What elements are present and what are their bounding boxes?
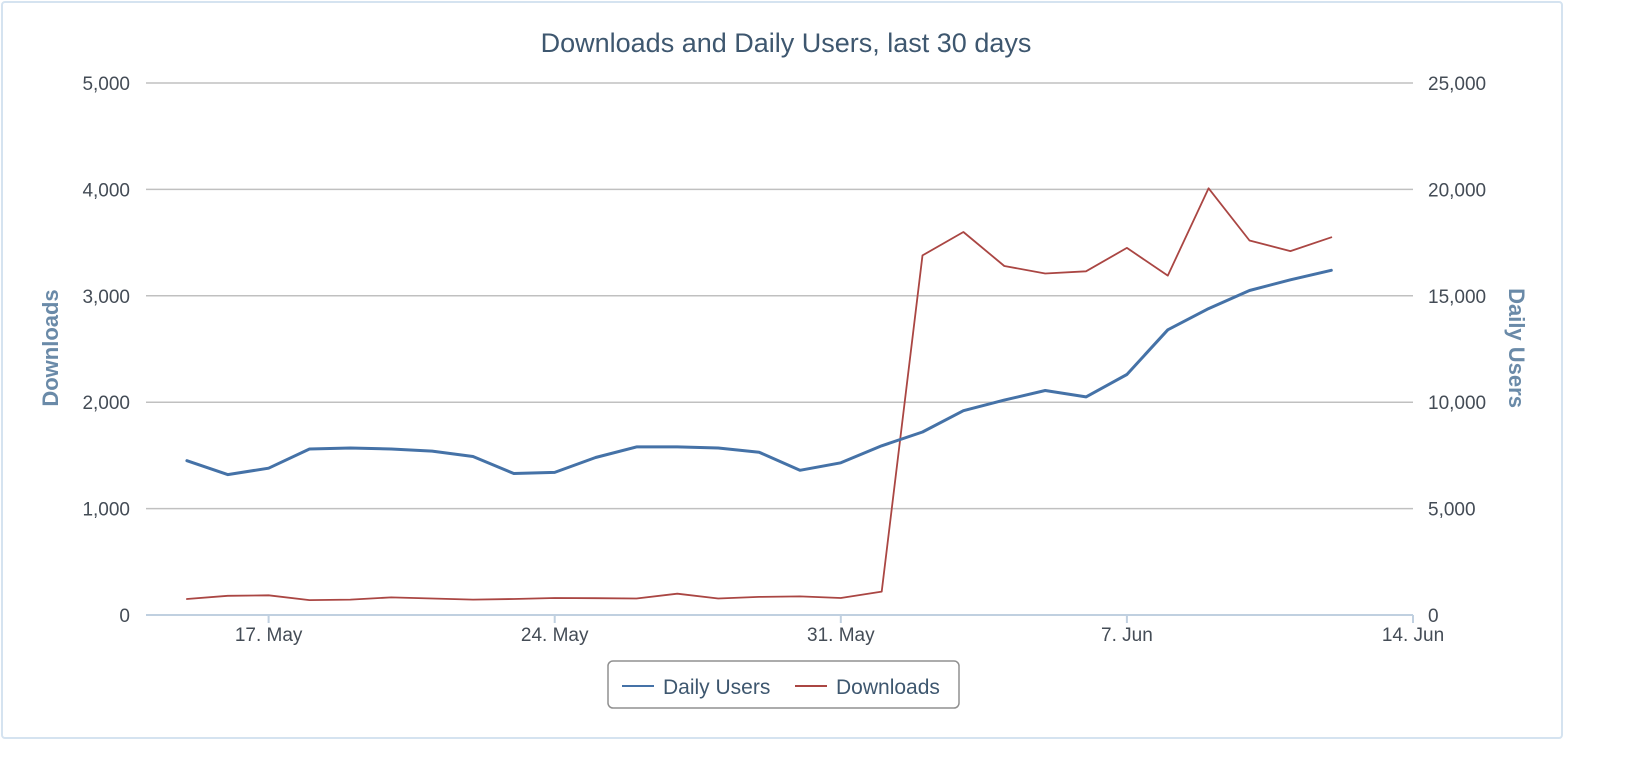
x-tick-label: 24. May xyxy=(521,625,589,646)
chart-title: Downloads and Daily Users, last 30 days xyxy=(541,28,1032,58)
x-tick-label: 31. May xyxy=(807,625,875,646)
grid-lines xyxy=(146,82,1413,510)
legend-item-daily-users[interactable]: Daily Users xyxy=(622,676,770,699)
y-left-tick-label: 3,000 xyxy=(82,287,130,308)
x-axis-ticks: 17. May 24. May 31. May 7. Jun 14. Jun xyxy=(235,615,1444,646)
y-right-tick-label: 5,000 xyxy=(1428,500,1476,521)
x-tick-label: 7. Jun xyxy=(1101,625,1153,646)
y-right-tick-label: 25,000 xyxy=(1428,74,1486,95)
y-right-tick-label: 10,000 xyxy=(1428,393,1486,414)
y-axis-left-title: Downloads xyxy=(38,289,63,406)
series-line-downloads[interactable] xyxy=(185,187,1333,601)
legend-label-daily-users: Daily Users xyxy=(663,676,770,699)
y-axis-right-ticks: 0 5,000 10,000 15,000 20,000 25,000 xyxy=(1428,74,1486,627)
x-tick-label: 17. May xyxy=(235,625,303,646)
series-layer xyxy=(185,187,1333,601)
y-left-tick-label: 1,000 xyxy=(82,500,130,521)
legend-box xyxy=(607,660,960,709)
y-axis-left-ticks: 0 1,000 2,000 3,000 4,000 5,000 xyxy=(82,74,130,627)
y-axis-right-title: Daily Users xyxy=(1504,288,1529,408)
y-right-tick-label: 20,000 xyxy=(1428,180,1486,201)
y-left-tick-label: 5,000 xyxy=(82,74,130,95)
series-line-daily-users[interactable] xyxy=(185,268,1333,477)
legend-item-downloads[interactable]: Downloads xyxy=(795,676,940,699)
legend: Daily Users Downloads xyxy=(607,660,960,709)
y-left-tick-label: 0 xyxy=(119,606,130,627)
y-left-tick-label: 4,000 xyxy=(82,180,130,201)
legend-label-downloads: Downloads xyxy=(836,676,940,699)
y-right-tick-label: 15,000 xyxy=(1428,287,1486,308)
x-tick-label: 14. Jun xyxy=(1382,625,1444,646)
y-left-tick-label: 2,000 xyxy=(82,393,130,414)
y-right-tick-label: 0 xyxy=(1428,606,1439,627)
